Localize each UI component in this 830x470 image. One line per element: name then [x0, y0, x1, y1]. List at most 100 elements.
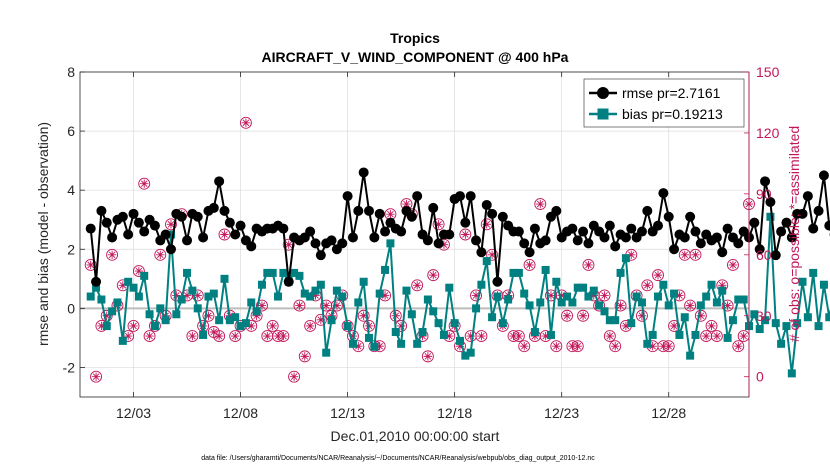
obs-possible-marker	[641, 279, 654, 292]
obs-assimilated-marker	[530, 331, 540, 341]
obs-possible-marker	[732, 340, 745, 353]
obs-assimilated-marker	[375, 342, 384, 351]
rmse-point	[460, 217, 471, 228]
rmse-point	[679, 232, 690, 243]
obs-assimilated-marker	[707, 321, 716, 331]
bias-point	[215, 316, 224, 325]
obs-possible-marker	[293, 299, 306, 312]
obs-assimilated-marker	[252, 311, 261, 320]
rmse-point	[107, 232, 118, 243]
bias-point	[825, 313, 830, 322]
y-tick-label-right: 120	[756, 125, 780, 141]
obs-possible-marker	[534, 198, 547, 210]
obs-assimilated-marker	[487, 250, 497, 260]
bias-point	[520, 289, 529, 298]
obs-possible-marker	[421, 350, 434, 363]
obs-assimilated-marker	[193, 291, 202, 300]
obs-assimilated-marker	[311, 291, 320, 300]
bias-point	[455, 336, 464, 345]
obs-possible-marker	[298, 350, 311, 363]
obs-assimilated-marker	[140, 179, 149, 188]
bias-point	[787, 369, 796, 378]
rmse-point	[733, 238, 744, 249]
rmse-point	[444, 229, 455, 240]
rmse-point	[690, 226, 701, 237]
obs-assimilated-marker	[734, 342, 743, 351]
y-tick-label-left: 0	[67, 300, 75, 316]
bias-point	[322, 348, 331, 357]
obs-assimilated-marker	[97, 321, 106, 331]
bias-point	[632, 292, 641, 301]
obs-possible-marker	[202, 309, 215, 322]
obs-assimilated-marker	[584, 260, 593, 270]
obs-assimilated-marker	[461, 230, 470, 239]
rmse-point	[813, 205, 824, 216]
rmse-point	[497, 211, 508, 222]
bias-point	[220, 274, 229, 283]
x-tick-label: 12/03	[116, 405, 151, 421]
obs-assimilated-marker	[359, 311, 368, 320]
obs-assimilated-marker	[247, 321, 256, 331]
obs-possible-marker	[314, 313, 327, 326]
rmse-point	[283, 276, 294, 287]
bias-point	[734, 295, 743, 304]
bias-point	[183, 268, 192, 277]
obs-possible-marker	[132, 265, 145, 278]
obs-assimilated-marker	[316, 315, 326, 325]
obs-possible-marker	[518, 340, 531, 353]
obs-possible-marker	[288, 370, 301, 383]
rmse-point	[754, 244, 765, 255]
bias-point	[279, 268, 288, 277]
rmse-point	[412, 191, 423, 202]
rmse-point	[91, 276, 102, 287]
obs-assimilated-marker	[412, 281, 422, 290]
obs-assimilated-marker	[156, 250, 165, 260]
obs-assimilated-marker	[118, 281, 128, 290]
bias-point	[728, 316, 737, 325]
rmse-point	[208, 202, 219, 213]
bias-point	[166, 230, 175, 239]
obs-possible-marker	[523, 259, 536, 271]
bias-point	[161, 316, 170, 325]
obs-possible-marker	[143, 330, 156, 343]
rmse-point	[663, 211, 674, 222]
obs-possible-marker	[266, 319, 279, 332]
rmse-point	[326, 235, 337, 246]
legend-rmse-label: rmse pr=2.7161	[622, 85, 721, 101]
bias-point	[686, 351, 695, 360]
bias-point	[150, 322, 159, 331]
obs-assimilated-marker	[605, 331, 615, 341]
obs-assimilated-marker	[295, 301, 304, 310]
obs-possible-marker	[603, 330, 616, 343]
obs-possible-marker	[486, 248, 499, 261]
rmse-point	[380, 226, 391, 237]
bias-point	[680, 313, 689, 322]
obs-assimilated-marker	[204, 311, 213, 320]
obs-assimilated-marker	[685, 301, 695, 310]
obs-assimilated-marker	[284, 240, 293, 249]
bias-point	[589, 286, 598, 295]
obs-assimilated-marker	[439, 240, 449, 249]
obs-possible-marker	[239, 116, 252, 129]
obs-assimilated-marker	[482, 220, 491, 229]
bias-point	[370, 342, 379, 351]
rmse-point	[685, 211, 696, 222]
obs-assimilated-marker	[188, 331, 197, 341]
bias-point	[450, 319, 459, 328]
obs-possible-marker	[282, 238, 295, 251]
bias-point	[445, 283, 454, 292]
bias-point	[108, 307, 117, 316]
rmse-point	[96, 205, 107, 216]
y-tick-label-right: 60	[756, 247, 772, 263]
obs-assimilated-marker	[701, 331, 711, 341]
bias-point	[493, 292, 502, 301]
obs-assimilated-marker	[300, 352, 309, 361]
obs-possible-marker	[475, 330, 488, 343]
obs-possible-marker	[357, 309, 370, 322]
obs-assimilated-marker	[386, 209, 395, 219]
bias-series	[86, 212, 830, 378]
obs-assimilated-marker	[627, 250, 636, 260]
tick-layer: 12/03 12/08 12/13 12/18 12/23 12/28 8 6 4 2 0 -2 150…	[63, 64, 780, 421]
bias-point	[498, 319, 507, 328]
obs-possible-marker	[229, 330, 242, 343]
